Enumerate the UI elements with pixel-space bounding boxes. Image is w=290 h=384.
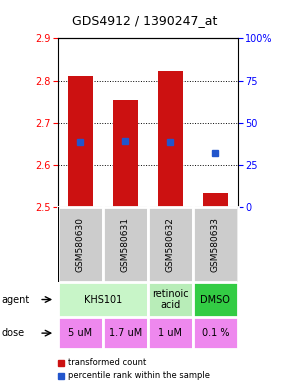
Text: GSM580632: GSM580632 (166, 217, 175, 272)
Bar (58, 207, 103, 282)
Text: GSM580631: GSM580631 (121, 217, 130, 272)
Text: 1.7 uM: 1.7 uM (109, 328, 142, 338)
Bar (113, 100, 138, 207)
Bar (193, 317, 238, 349)
Bar (193, 282, 238, 317)
Bar (58, 282, 148, 317)
Text: dose: dose (1, 328, 25, 338)
Text: KHS101: KHS101 (84, 295, 122, 305)
Text: GDS4912 / 1390247_at: GDS4912 / 1390247_at (72, 14, 218, 27)
Text: retinoic
acid: retinoic acid (152, 289, 189, 310)
Text: DMSO: DMSO (200, 295, 230, 305)
Bar (203, 192, 228, 207)
Bar (58, 317, 103, 349)
Text: agent: agent (1, 295, 30, 305)
Text: percentile rank within the sample: percentile rank within the sample (68, 371, 210, 380)
Bar (158, 71, 183, 207)
Bar (148, 282, 193, 317)
Bar (103, 317, 148, 349)
Bar (148, 317, 193, 349)
Text: transformed count: transformed count (68, 358, 146, 367)
Bar (148, 207, 193, 282)
Text: 0.1 %: 0.1 % (202, 328, 229, 338)
Text: 1 uM: 1 uM (158, 328, 182, 338)
Bar (103, 207, 148, 282)
Bar (68, 76, 93, 207)
Bar (193, 207, 238, 282)
Text: 5 uM: 5 uM (68, 328, 93, 338)
Text: GSM580633: GSM580633 (211, 217, 220, 272)
Text: GSM580630: GSM580630 (76, 217, 85, 272)
